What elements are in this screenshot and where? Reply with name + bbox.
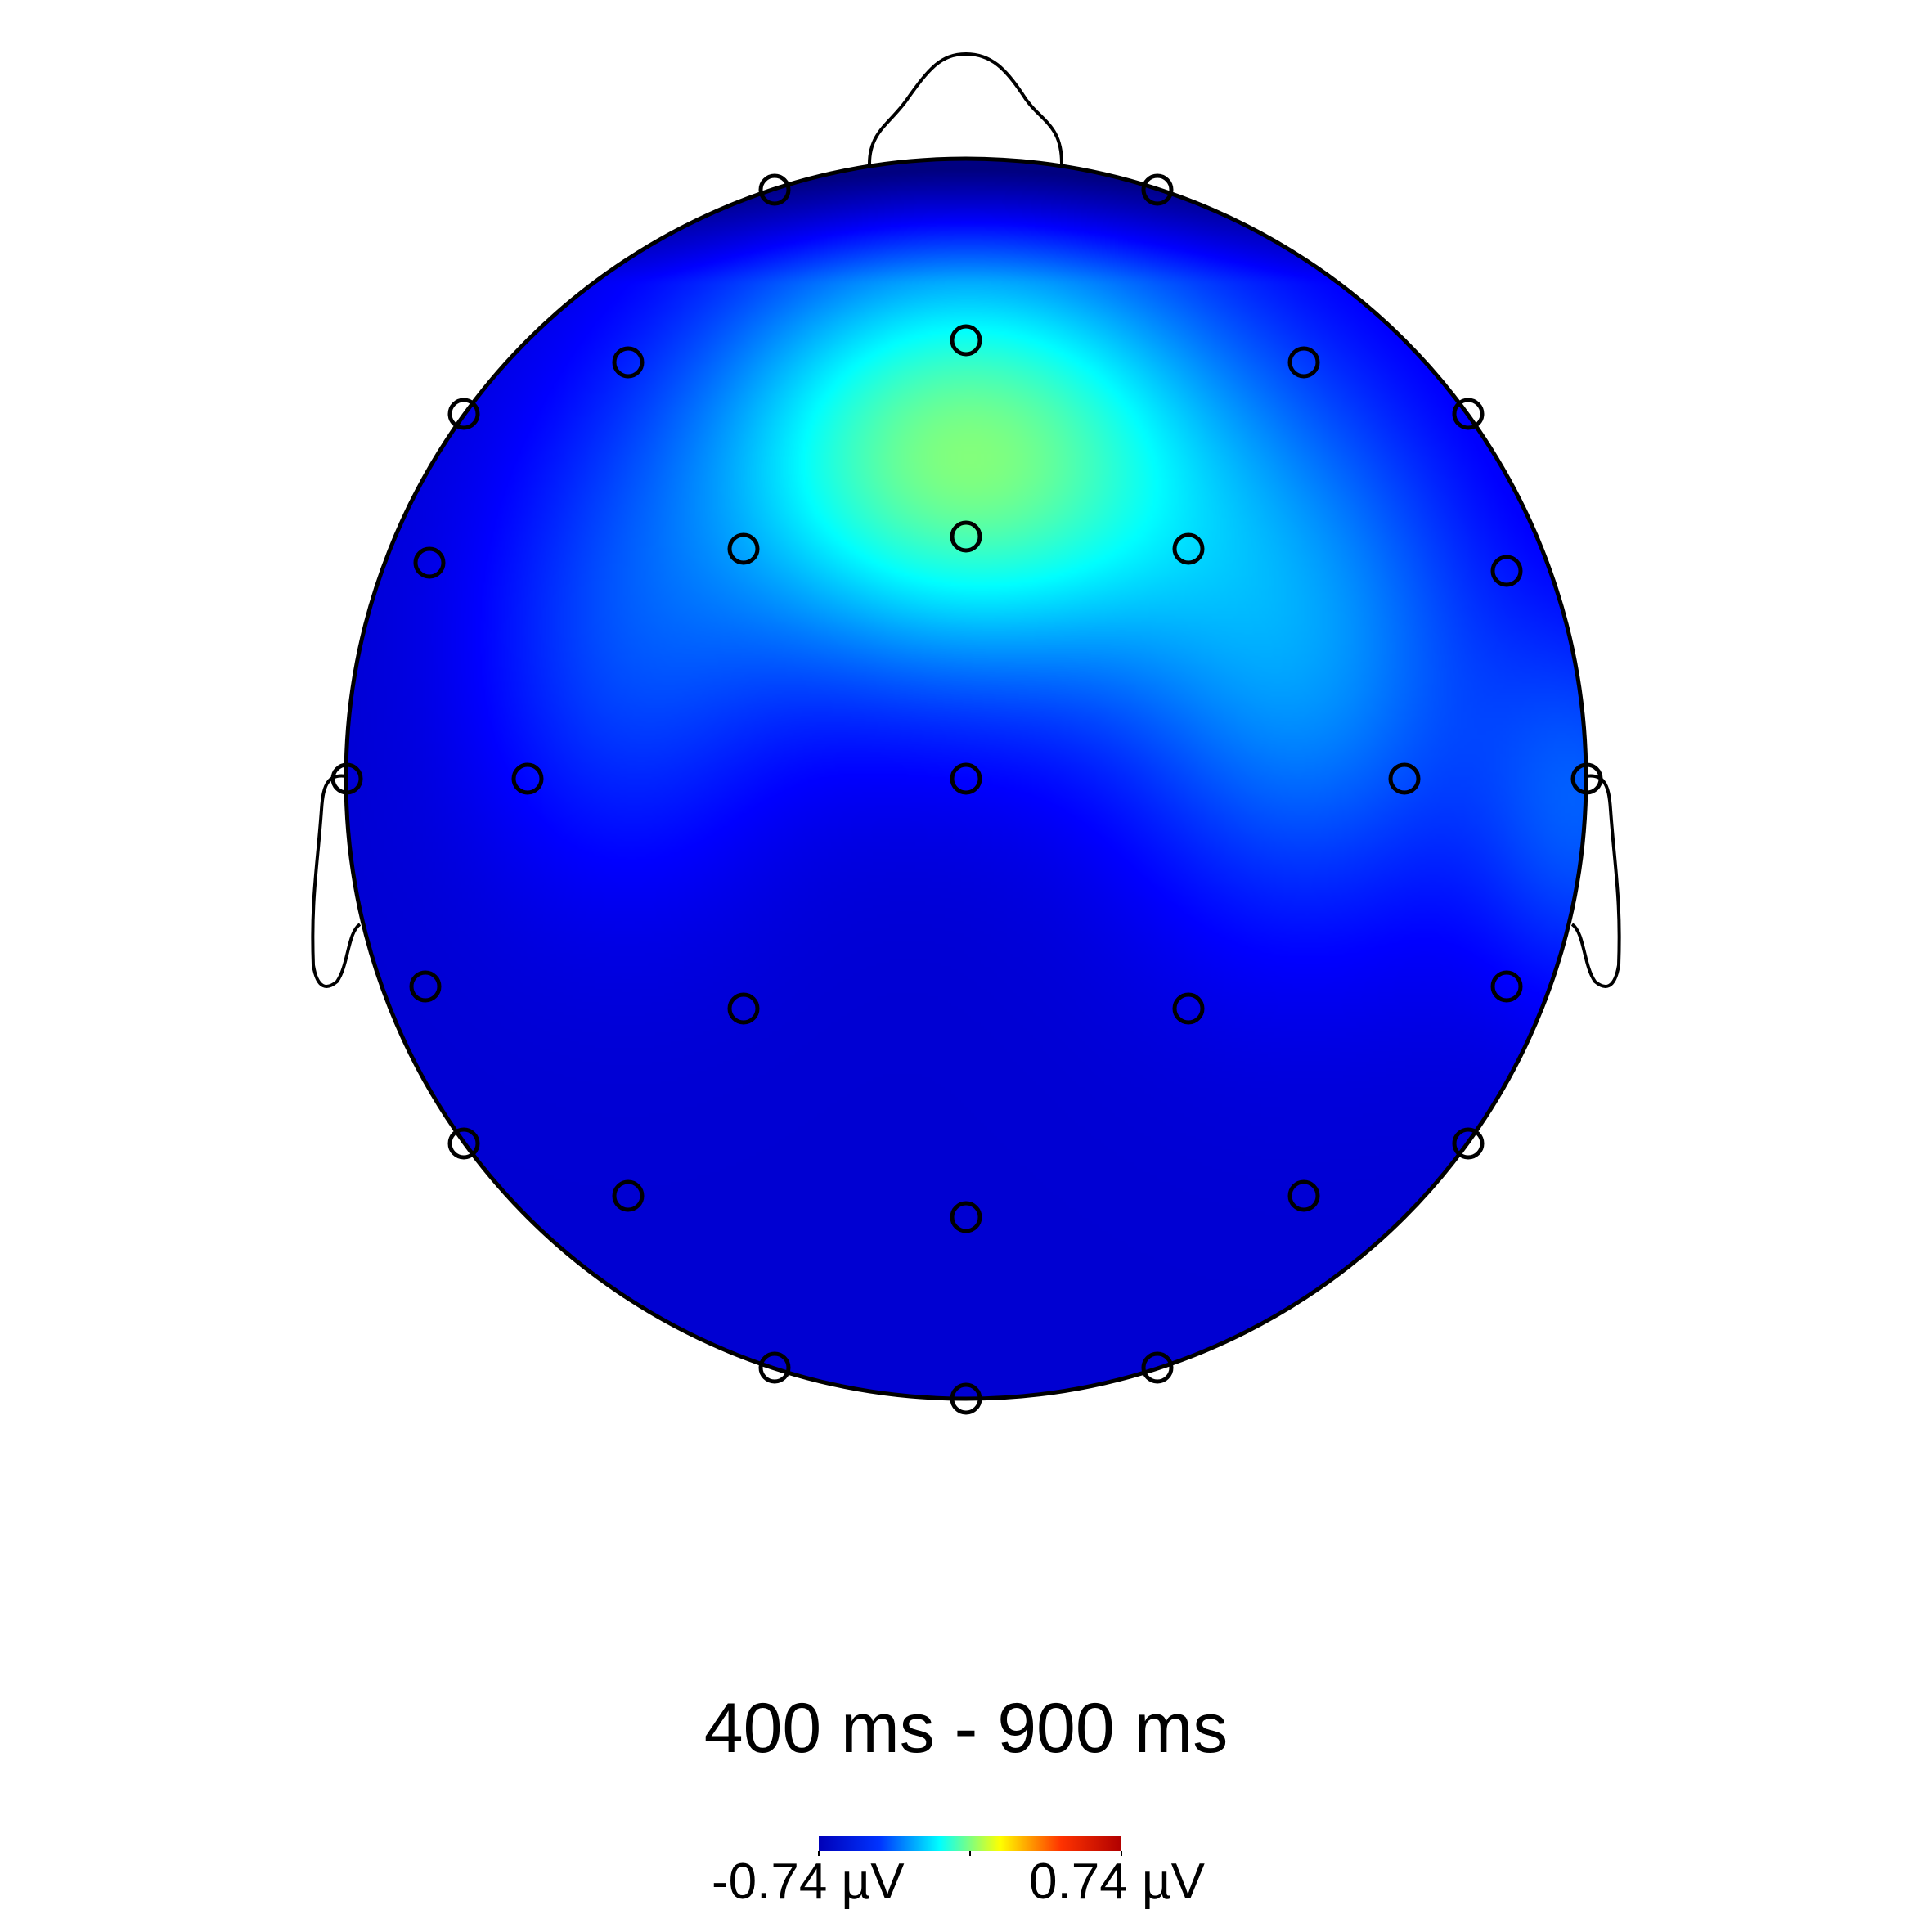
electrode-marker (612, 346, 645, 379)
left-ear-outline (311, 774, 362, 988)
electrode-marker (330, 762, 363, 795)
electrode-marker (1172, 992, 1205, 1025)
electrode-marker (1490, 970, 1523, 1003)
electrode-marker (1141, 1351, 1174, 1384)
electrode-marker (447, 1127, 480, 1160)
electrode-marker (612, 1179, 645, 1212)
electrode-marker (1141, 173, 1174, 206)
electrode-group (330, 173, 1603, 1415)
nose-outline (868, 52, 1063, 164)
time-window-title: 400 ms - 900 ms (703, 1689, 1229, 1768)
colorbar-gradient (819, 1836, 1121, 1851)
electrode-marker (727, 532, 760, 565)
colorbar (818, 1836, 1122, 1856)
electrode-marker (1287, 1179, 1320, 1212)
electrode-marker (1287, 346, 1320, 379)
electrode-marker (1452, 1127, 1485, 1160)
colorbar-min-label: -0.74 µV (712, 1853, 905, 1910)
electrode-marker (950, 520, 982, 553)
electrode-marker (1570, 762, 1603, 795)
electrode-marker (1490, 555, 1523, 587)
electrode-marker (447, 398, 480, 430)
electrode-marker (950, 1201, 982, 1233)
electrode-marker (727, 992, 760, 1025)
electrode-marker (409, 970, 442, 1003)
colorbar-max-label: 0.74 µV (1029, 1853, 1205, 1910)
electrode-marker (511, 762, 544, 795)
electrode-marker (758, 1351, 791, 1384)
potential-field (346, 159, 1586, 1399)
electrode-marker (950, 324, 982, 357)
head-outline (311, 52, 1621, 988)
electrode-marker (950, 1382, 982, 1415)
electrode-marker (1172, 532, 1205, 565)
electrode-marker (1388, 762, 1421, 795)
electrode-marker (950, 762, 982, 795)
electrode-marker (758, 173, 791, 206)
scalp-outline (344, 156, 1588, 1401)
right-ear-outline (1570, 774, 1621, 988)
electrode-marker (1452, 398, 1485, 430)
electrode-marker (413, 546, 446, 579)
